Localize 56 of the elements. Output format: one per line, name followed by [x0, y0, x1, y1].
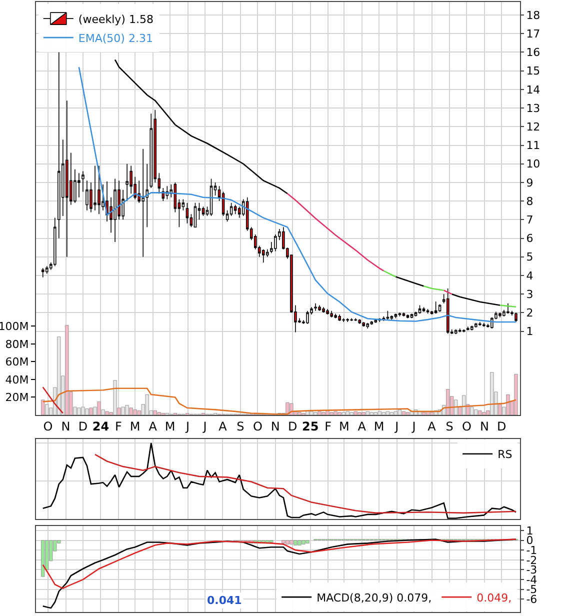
x-tick-label: F	[115, 419, 122, 434]
y-tick-label: 10	[526, 158, 540, 171]
y-tick-label: 2	[526, 306, 534, 320]
x-tick-label: A	[148, 419, 158, 434]
x-tick-label: O	[252, 419, 262, 434]
x-tick-label: N	[480, 419, 489, 434]
y-tick-label: 3	[526, 288, 534, 301]
x-tick-label: D	[288, 419, 298, 434]
y-tick-label: -6	[526, 593, 538, 606]
annotation: 0.041	[207, 594, 242, 607]
x-tick-label: O	[43, 419, 53, 434]
y-tick-label: 11	[526, 139, 540, 152]
y-tick-label: 16	[526, 46, 540, 60]
y-tick-label: 9	[526, 176, 534, 190]
x-tick-label: A	[358, 419, 367, 434]
y-tick-label: 6	[526, 232, 534, 246]
x-tick-label: N	[61, 419, 70, 434]
y-tick-label: 17	[526, 27, 540, 40]
x-tick-label: J	[185, 419, 190, 434]
x-tick-label: M	[164, 419, 176, 434]
x-tick-label: 24	[92, 419, 110, 434]
x-tick-label: M	[338, 419, 350, 434]
y-tick-label: 8	[526, 194, 534, 208]
x-tick-label: S	[236, 419, 244, 434]
y-tick-label: 13	[526, 102, 540, 115]
legend-label: MACD(8,20,9) 0.079,	[316, 591, 432, 604]
x-tick-label: O	[462, 419, 472, 434]
x-tick-label: D	[78, 419, 88, 434]
legend-label: RS	[498, 448, 512, 462]
x-tick-label: J	[202, 419, 207, 434]
x-tick-label: D	[497, 419, 506, 434]
legend-label: (weekly) 1.58	[78, 12, 154, 26]
y-tick-label: 1	[526, 325, 534, 338]
x-tick-label: 25	[302, 419, 319, 434]
y2-tick-label: 20M	[5, 391, 29, 404]
y2-tick-label: 40M	[5, 373, 29, 386]
y2-tick-label: 80M	[5, 338, 29, 351]
x-tick-label: A	[218, 419, 228, 434]
y-tick-label: 12	[526, 120, 540, 134]
x-tick-label: N	[270, 419, 280, 434]
x-tick-label: F	[324, 419, 332, 434]
x-tick-label: J	[394, 419, 399, 434]
x-tick-label: A	[428, 419, 437, 434]
y-tick-label: 7	[526, 214, 534, 227]
legend-label: EMA(50) 2.31	[78, 32, 153, 45]
y2-tick-label: 60M	[5, 356, 29, 369]
x-tick-label: S	[446, 419, 454, 434]
y-tick-label: 4	[526, 269, 534, 282]
y-tick-label: 18	[526, 8, 540, 22]
x-tick-label: M	[374, 419, 384, 434]
x-tick-label: M	[130, 419, 140, 434]
y-tick-label: 15	[526, 64, 540, 78]
y-tick-label: 5	[526, 250, 534, 264]
legend-label: 0.049,	[476, 591, 512, 604]
y-tick-label: 14	[526, 83, 540, 96]
x-tick-label: J	[411, 419, 416, 434]
